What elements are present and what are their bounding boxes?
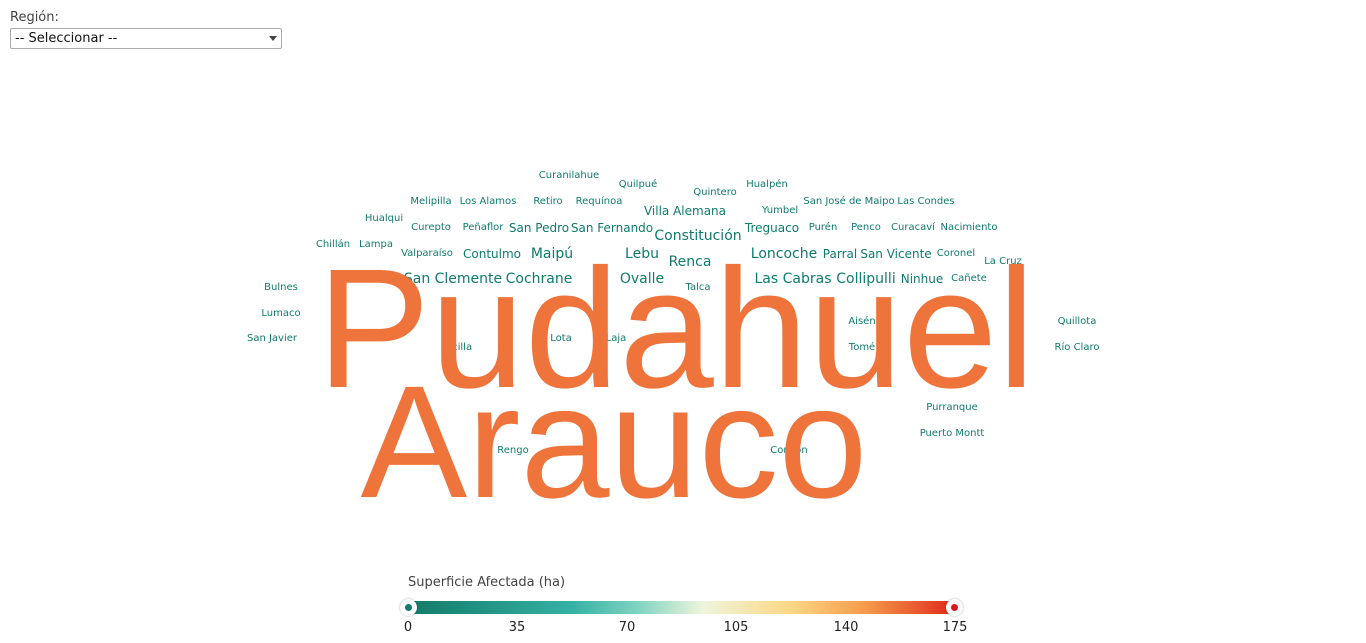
legend-tick: 35: [508, 620, 526, 635]
word-item[interactable]: Lumaco: [261, 308, 301, 319]
chevron-down-icon: [269, 36, 277, 41]
word-item[interactable]: Treguaco: [744, 221, 800, 235]
word-item[interactable]: Quintero: [693, 187, 737, 198]
word-item[interactable]: Arauco: [360, 352, 868, 531]
legend-tick: 105: [723, 620, 749, 635]
word-item[interactable]: Bulnes: [264, 282, 298, 293]
word-item[interactable]: Renca: [668, 254, 712, 270]
word-item[interactable]: Los Alamos: [459, 196, 517, 207]
region-select[interactable]: -- Seleccionar --: [10, 28, 282, 49]
word-item[interactable]: Ninhue: [900, 272, 944, 286]
word-item[interactable]: Penco: [851, 222, 881, 233]
word-item[interactable]: Hualpén: [746, 179, 788, 190]
word-item[interactable]: San Vicente: [860, 247, 932, 261]
word-item[interactable]: Lampa: [359, 239, 393, 250]
word-item[interactable]: Concón: [770, 445, 808, 456]
word-item[interactable]: Las Condes: [897, 196, 955, 207]
word-item[interactable]: Loncoche: [750, 246, 818, 262]
word-item[interactable]: Parral: [822, 247, 858, 261]
word-item[interactable]: Cochrane: [505, 271, 573, 287]
word-item[interactable]: San José de Maipo: [803, 196, 895, 207]
word-item[interactable]: La Cruz: [984, 256, 1022, 267]
word-item[interactable]: Las Cabras: [754, 271, 832, 287]
word-item[interactable]: Coronel: [936, 248, 976, 259]
word-item[interactable]: Ercilla: [441, 342, 473, 353]
word-item[interactable]: Peñaflor: [462, 222, 504, 233]
word-item[interactable]: Purranque: [926, 402, 978, 413]
word-item[interactable]: Yumbel: [761, 205, 799, 216]
word-item[interactable]: Lota: [550, 333, 572, 344]
legend-title: Superficie Afectada (ha): [408, 575, 566, 590]
word-item[interactable]: Curacaví: [891, 222, 935, 233]
word-item[interactable]: Villa Alemana: [643, 204, 727, 218]
word-item[interactable]: Collipulli: [836, 271, 896, 287]
word-item[interactable]: San Javier: [246, 333, 298, 344]
legend-gradient-bar: [408, 601, 954, 614]
word-item[interactable]: Purén: [808, 222, 838, 233]
word-item[interactable]: San Clemente: [403, 271, 503, 287]
legend-tick: 70: [618, 620, 636, 635]
word-item[interactable]: Constitución: [654, 228, 742, 244]
legend-tick: 175: [942, 620, 968, 635]
region-label: Región:: [10, 10, 59, 25]
word-item[interactable]: Talca: [685, 282, 711, 293]
color-legend: Superficie Afectada (ha) 0 35 70 105 140…: [400, 572, 968, 642]
word-item[interactable]: Hualqui: [364, 213, 404, 224]
word-item[interactable]: Ovalle: [619, 271, 665, 287]
word-item[interactable]: Curanilahue: [538, 170, 600, 181]
word-item[interactable]: Pudahuel: [316, 234, 1036, 424]
word-item[interactable]: Maipú: [530, 246, 574, 262]
word-item[interactable]: Río Claro: [1054, 342, 1100, 353]
word-item[interactable]: Laja: [605, 333, 627, 344]
region-select-value: -- Seleccionar --: [15, 31, 118, 46]
word-item[interactable]: Requínoa: [575, 196, 623, 207]
region-filter: Región: -- Seleccionar --: [10, 10, 282, 49]
word-item[interactable]: Tomé: [848, 342, 876, 353]
word-item[interactable]: Lebu: [625, 246, 659, 262]
word-item[interactable]: Curepto: [411, 222, 451, 233]
legend-max-handle[interactable]: [946, 599, 963, 616]
word-item[interactable]: San Pedro: [508, 221, 570, 235]
legend-tick: 0: [403, 620, 413, 635]
word-item[interactable]: San Fernando: [570, 221, 654, 235]
word-item[interactable]: Retiro: [533, 196, 563, 207]
word-item[interactable]: Quillota: [1057, 316, 1097, 327]
legend-tick: 140: [833, 620, 859, 635]
word-item[interactable]: Rengo: [497, 445, 529, 456]
word-item[interactable]: Quilpué: [618, 179, 658, 190]
word-item[interactable]: Aisén: [848, 316, 876, 327]
word-item[interactable]: Melipilla: [410, 196, 452, 207]
legend-min-handle[interactable]: [400, 599, 417, 616]
word-item[interactable]: Chillán: [315, 239, 351, 250]
word-item[interactable]: Puerto Montt: [919, 428, 985, 439]
word-item[interactable]: Contulmo: [462, 247, 522, 261]
word-cloud: Curanilahue Quilpué Quintero Hualpén Mel…: [246, 170, 1100, 531]
word-item[interactable]: Cañete: [951, 273, 987, 284]
word-item[interactable]: Nacimiento: [940, 222, 998, 233]
word-item[interactable]: Valparaíso: [401, 248, 453, 259]
